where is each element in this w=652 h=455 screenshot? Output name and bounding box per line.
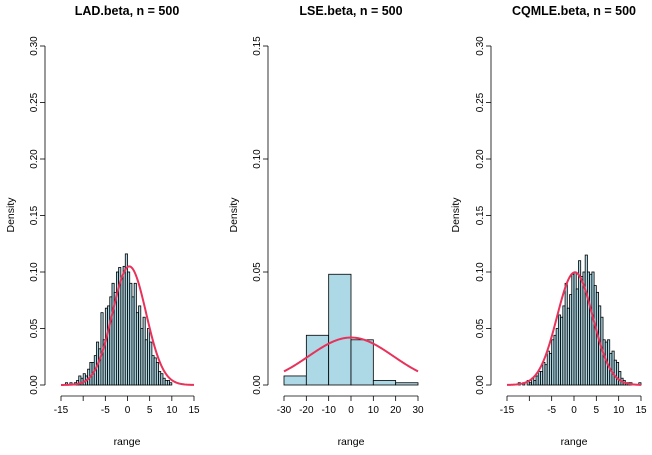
lse-x-tick-label: 20 xyxy=(390,405,402,416)
lse-histogram-panel: LSE.beta, n = 500 -30 -20 -10 0 10 20 30 0.000… xyxy=(228,4,424,448)
lse-x-tick-label: 10 xyxy=(368,405,380,416)
lad-x-tick-label: 0 xyxy=(125,405,131,416)
cqmle-x-axis: -15 -5 0 5 10 15 xyxy=(500,395,647,416)
lad-bars xyxy=(65,253,173,386)
cqmle-y-tick-label: 0.30 xyxy=(475,36,486,56)
lad-y-axis: 0.00 0.05 0.10 0.15 0.20 0.25 0.30 xyxy=(29,36,46,395)
lad-x-tick-label: 15 xyxy=(188,405,200,416)
cqmle-y-tick-label: 0.10 xyxy=(475,262,486,282)
cqmle-y-tick-label: 0.00 xyxy=(475,375,486,395)
lse-bar xyxy=(328,273,352,386)
lad-y-tick-label: 0.05 xyxy=(29,318,40,338)
lse-y-axis-label: Density xyxy=(228,197,240,233)
lse-bar xyxy=(305,334,330,386)
lad-chart-title: LAD.beta, n = 500 xyxy=(75,4,180,18)
cqmle-x-axis-label: range xyxy=(561,436,588,448)
lse-y-axis: 0.00 0.05 0.10 0.15 xyxy=(252,36,269,395)
cqmle-y-tick-label: 0.25 xyxy=(475,92,486,112)
lad-y-tick-label: 0.30 xyxy=(29,36,40,56)
lse-chart-title: LSE.beta, n = 500 xyxy=(299,4,402,18)
cqmle-x-tick-label: 15 xyxy=(635,405,647,416)
lse-y-tick-label: 0.10 xyxy=(252,149,263,169)
lad-x-tick-label: -5 xyxy=(101,405,110,416)
cqmle-y-axis: 0.00 0.05 0.10 0.15 0.20 0.25 0.30 xyxy=(475,36,492,395)
lse-x-tick-label: -20 xyxy=(299,405,314,416)
lse-bar xyxy=(395,382,419,386)
lad-bar xyxy=(169,382,173,386)
lse-x-tick-label: -10 xyxy=(321,405,336,416)
lad-x-axis: -15 -5 0 5 10 15 xyxy=(54,395,200,416)
lad-y-tick-label: 0.25 xyxy=(29,92,40,112)
lad-x-axis-label: range xyxy=(114,436,141,448)
cqmle-density-curve xyxy=(506,271,642,386)
cqmle-x-tick-label: 10 xyxy=(613,405,625,416)
cqmle-histogram-panel: CQMLE.beta, n = 500 -15 -5 0 5 10 15 0.00 0.05… xyxy=(450,4,647,448)
cqmle-x-tick-label: -5 xyxy=(547,405,556,416)
lad-x-tick-label: 5 xyxy=(147,405,153,416)
cqmle-y-tick-label: 0.15 xyxy=(475,205,486,225)
lse-x-tick-label: 0 xyxy=(348,405,354,416)
cqmle-chart-title: CQMLE.beta, n = 500 xyxy=(512,4,636,18)
lad-y-tick-label: 0.20 xyxy=(29,149,40,169)
lad-density-curve xyxy=(60,265,195,386)
lad-x-tick-label: -15 xyxy=(54,405,69,416)
cqmle-y-tick-label: 0.20 xyxy=(475,149,486,169)
lad-y-tick-label: 0.00 xyxy=(29,375,40,395)
lse-y-tick-label: 0.05 xyxy=(252,262,263,282)
lse-x-tick-label: 30 xyxy=(412,405,424,416)
lse-bars xyxy=(283,273,419,386)
lad-y-tick-label: 0.15 xyxy=(29,205,40,225)
lse-density-curve xyxy=(283,336,419,373)
lse-x-axis: -30 -20 -10 0 10 20 30 xyxy=(277,395,424,416)
lse-y-tick-label: 0.00 xyxy=(252,375,263,395)
lad-x-tick-label: 10 xyxy=(166,405,178,416)
lad-histogram-panel: LAD.beta, n = 500 -15 -5 0 5 10 15 0.000.050.… xyxy=(5,4,200,448)
cqmle-x-tick-label: 0 xyxy=(571,405,577,416)
lse-y-tick-label: 0.15 xyxy=(252,36,263,56)
lad-y-tick-label: 0.10 xyxy=(29,262,40,282)
lse-bar xyxy=(350,339,374,386)
lse-bar xyxy=(372,380,397,386)
lse-bar xyxy=(283,375,307,386)
lad-y-axis-label: Density xyxy=(5,197,17,233)
cqmle-x-tick-label: -15 xyxy=(500,405,515,416)
cqmle-y-tick-label: 0.05 xyxy=(475,318,486,338)
cqmle-x-tick-label: 5 xyxy=(594,405,600,416)
lse-x-tick-label: -30 xyxy=(277,405,292,416)
lse-x-axis-label: range xyxy=(338,436,365,448)
cqmle-y-axis-label: Density xyxy=(450,197,462,233)
